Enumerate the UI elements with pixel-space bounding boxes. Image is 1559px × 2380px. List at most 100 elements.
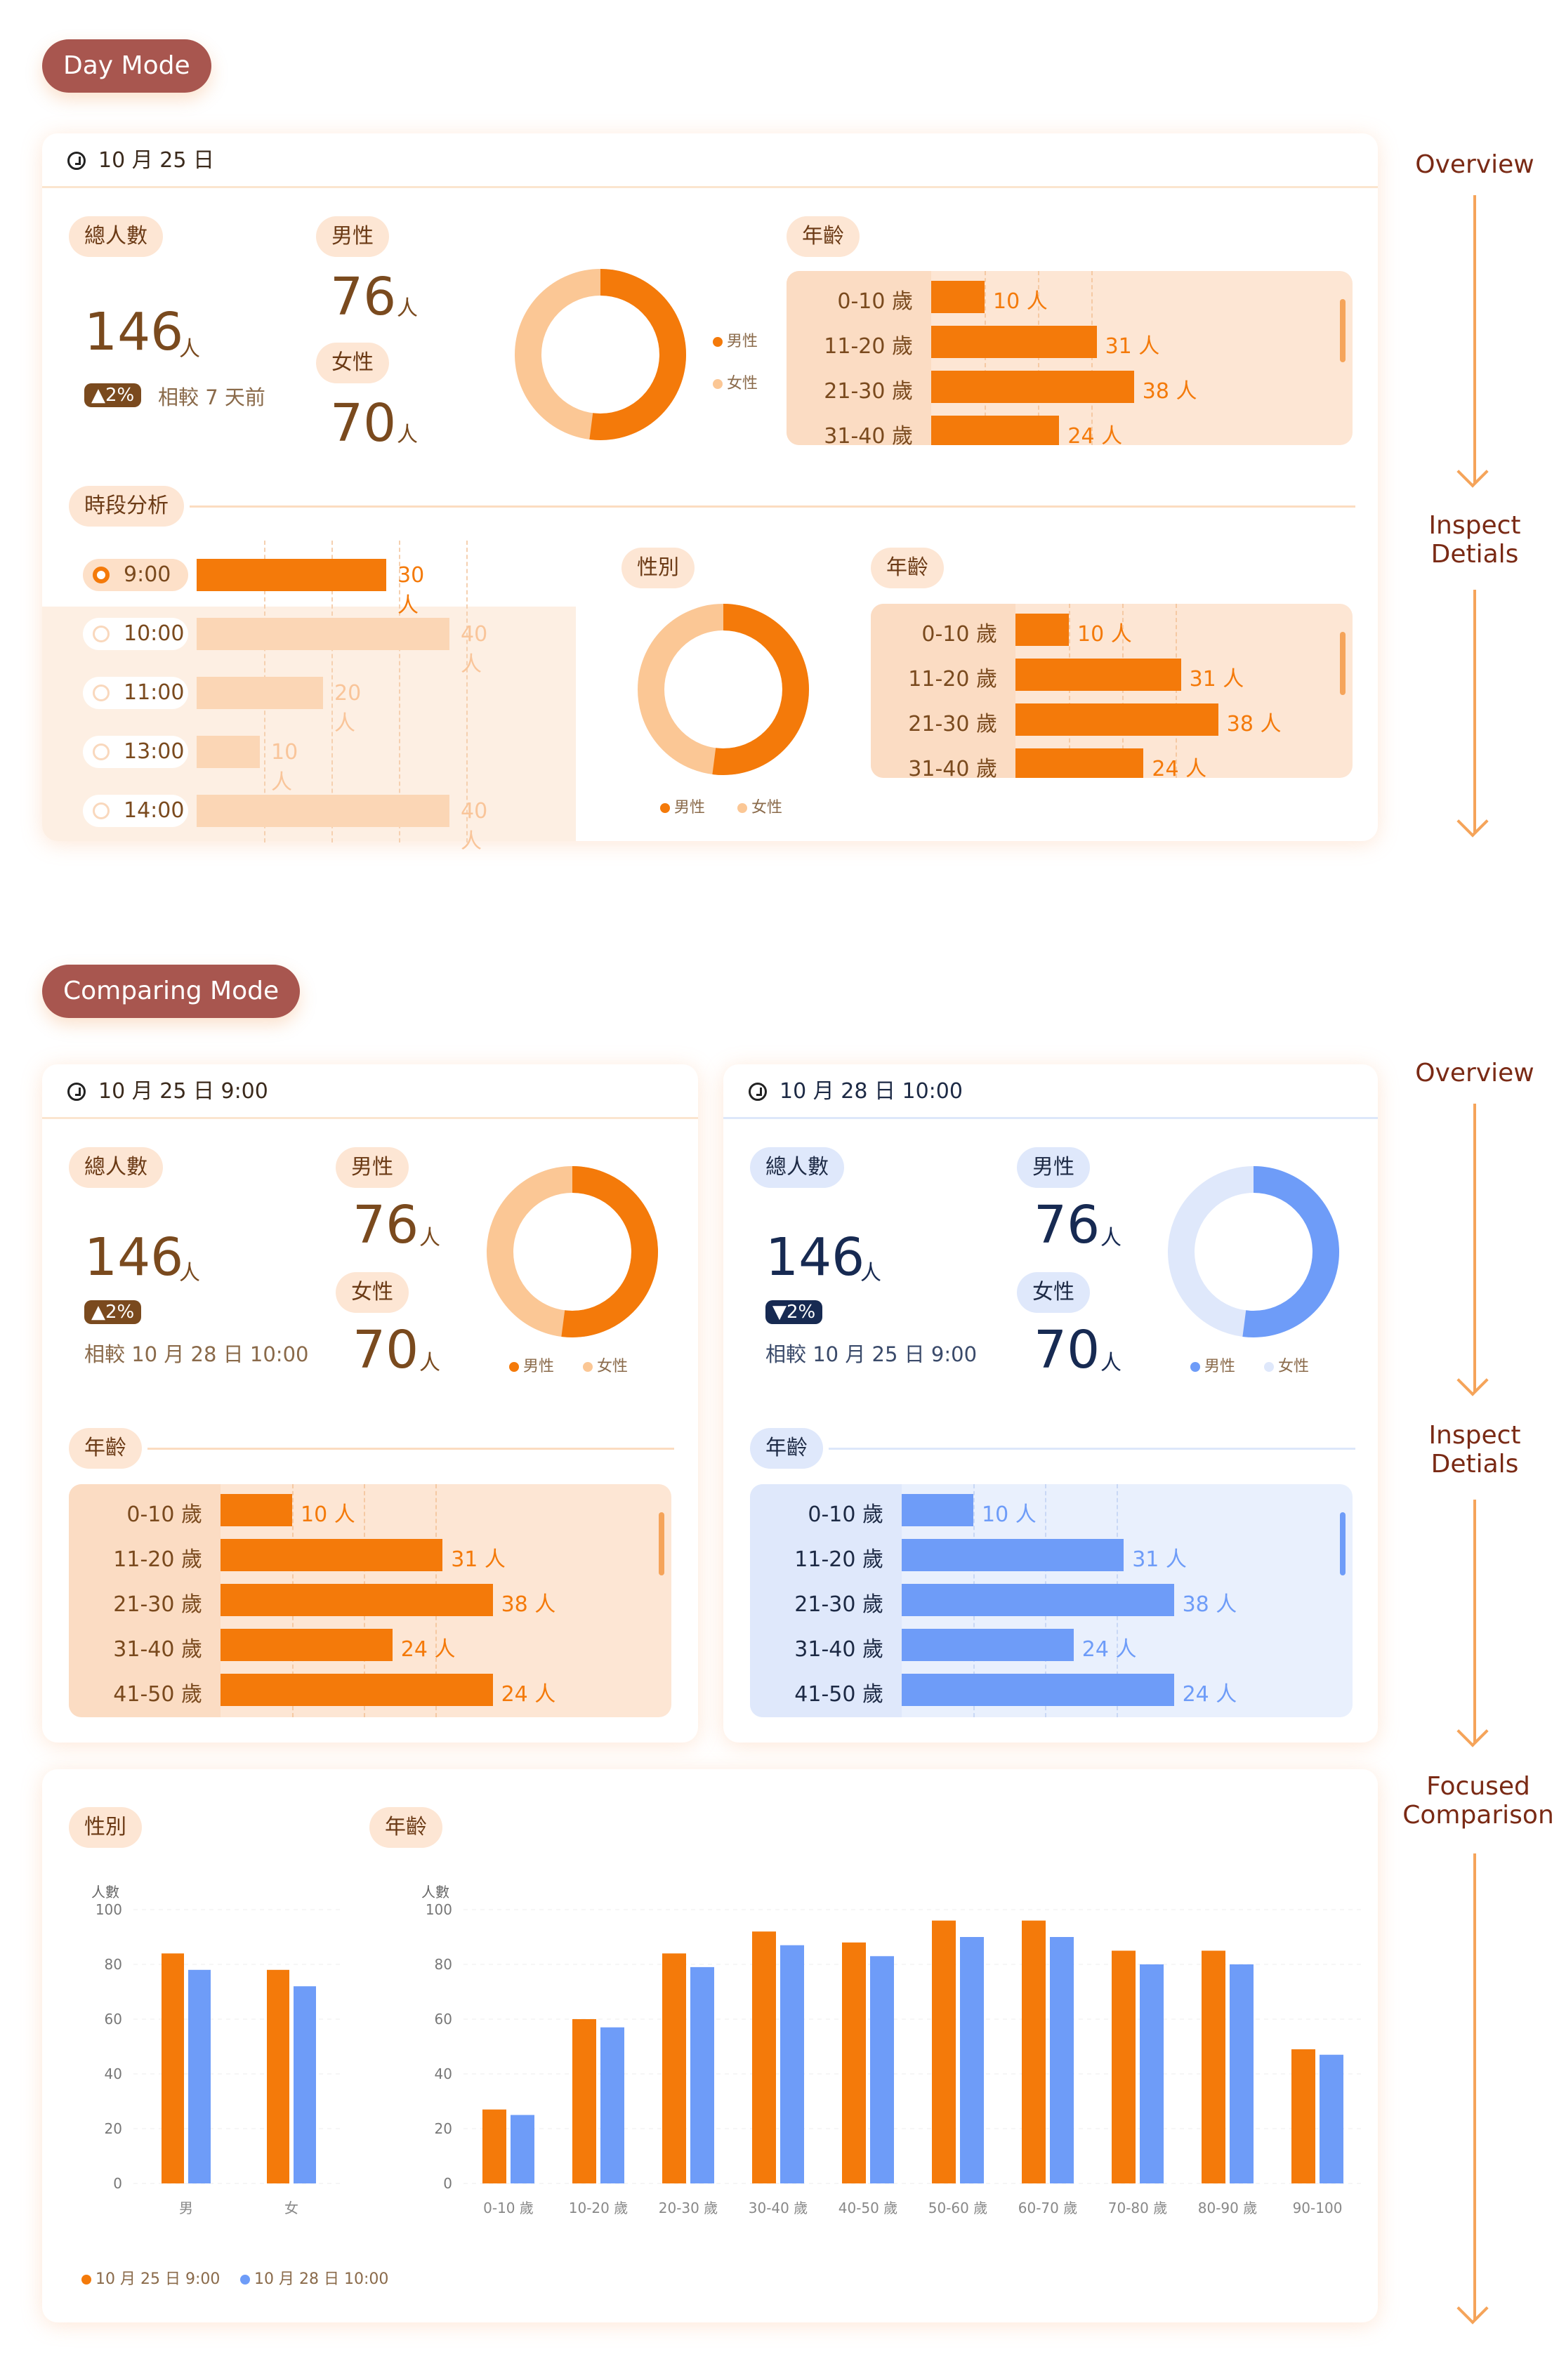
x-tick-label: 80-90 歲 [1198,2200,1257,2216]
age-row-bar [931,326,1097,358]
age-row-bar [902,1539,1124,1571]
age-row-value: 31 人 [1189,667,1244,692]
age-row-value: 38 人 [1226,712,1282,736]
age-row-label: 11-20 歲 [113,1547,202,1572]
time-slot-13:00[interactable]: 13:00 [83,736,188,768]
total-tag: 總人數 [69,216,163,257]
male-value: 76 [1034,1195,1100,1255]
gridline [399,541,400,842]
x-tick-label: 女 [284,2200,298,2216]
age-label-column [69,1484,221,1717]
x-tick-label: 20-30 歲 [659,2200,718,2216]
x-tick-label: 60-70 歲 [1018,2200,1077,2216]
bar-40-50 歲-series-2 [870,1956,894,2183]
clock-icon [749,1083,767,1101]
male-unit: 人 [397,296,418,321]
male-unit: 人 [419,1226,440,1250]
age-row-bar [931,281,985,313]
chart-gender-tag: 性別 [69,1807,142,1848]
y-axis-label: 人數 [91,1884,119,1900]
age-row-label: 31-40 歲 [794,1637,883,1662]
age-row-bar [902,1584,1174,1616]
total-value: 146 [84,302,184,362]
scrollbar[interactable] [659,1512,664,1575]
radio-icon[interactable] [93,743,110,760]
radio-icon[interactable] [93,685,110,701]
arrow-down-icon [1473,590,1476,833]
time-slot-label: 14:00 [124,798,185,823]
time-slot-label: 13:00 [124,739,185,764]
scrollbar[interactable] [1340,632,1346,695]
male-dot-icon [1190,1362,1200,1372]
divider [190,505,1355,508]
scrollbar[interactable] [1340,299,1346,362]
age-tag: 年齡 [69,1428,142,1469]
time-slot-14:00[interactable]: 14:00 [83,795,188,827]
female-value: 70 [353,1320,419,1380]
time-slot-label: 10:00 [124,621,185,646]
age-row-value: 38 人 [1142,379,1197,404]
y-tick-label: 80 [105,1956,122,1973]
age-row-value: 31 人 [1132,1547,1187,1572]
age-row-bar [931,371,1134,403]
x-tick-label: 10-20 歲 [569,2200,628,2216]
day-header: 10 月 25 日 [42,133,1378,188]
age-row-value: 38 人 [1182,1592,1237,1617]
legend-female: 女性 [583,1354,628,1376]
arrow-down-icon [1473,1853,1476,2320]
side-overview-1: Overview [1415,150,1534,179]
radio-icon[interactable] [93,802,110,819]
age-row-label: 11-20 歲 [794,1547,883,1572]
male-dot-icon [713,337,723,347]
arrow-down-icon [1473,1104,1476,1391]
age-row-label: 11-20 歲 [824,334,913,359]
gridline [466,541,468,842]
age-label-column [750,1484,902,1717]
bar-女-series-1 [267,1969,289,2183]
age-row-bar [902,1629,1074,1661]
y-tick-label: 60 [105,2011,122,2028]
age-row-label: 0-10 歲 [921,622,997,647]
age-row-value: 24 人 [1081,1637,1137,1662]
comparing-mode-label: Comparing Mode [42,965,301,1018]
gender-donut [1168,1166,1339,1337]
age-row-bar [931,416,1060,445]
gridline [985,271,986,445]
female-tag: 女性 [1017,1272,1090,1313]
time-slot-11:00[interactable]: 11:00 [83,677,188,709]
age-row-value: 31 人 [1105,334,1160,359]
detail-gender-donut [638,604,809,775]
bar-30-40 歲-series-1 [752,1931,776,2183]
total-value: 146 [765,1227,865,1288]
male-value: 76 [353,1195,419,1255]
legend-male: 男性 [509,1354,554,1376]
time-slot-10:00[interactable]: 10:00 [83,618,188,650]
right-header: 10 月 28 日 10:00 [723,1064,1378,1119]
time-slot-bar [197,795,449,827]
detail-gender-tag: 性別 [621,548,695,588]
age-row-value: 10 人 [993,289,1048,314]
side-inspect-1: Inspect Detials [1428,511,1521,569]
side-overview-2: Overview [1415,1059,1534,1087]
divider [147,1448,674,1450]
side-focused: Focused Comparison [1402,1772,1554,1830]
female-dot-icon [1264,1362,1274,1372]
total-tag: 總人數 [69,1147,163,1188]
radio-icon[interactable] [93,626,110,642]
age-row-value: 24 人 [1152,757,1207,778]
female-unit: 人 [1100,1351,1121,1375]
x-tick-label: 30-40 歲 [749,2200,808,2216]
bar-60-70 歲-series-1 [1022,1920,1046,2183]
bar-50-60 歲-series-1 [932,1920,956,2183]
left-header: 10 月 25 日 9:00 [42,1064,698,1119]
time-slot-value: 20 人 [334,681,362,736]
compare-text: 相較 10 月 28 日 10:00 [84,1342,309,1366]
age-row-bar [221,1494,292,1526]
age-row-bar [1015,703,1218,736]
scrollbar[interactable] [1340,1512,1346,1575]
chart-age-tag: 年齡 [369,1807,442,1848]
time-slot-9:00[interactable]: 9:00 [83,559,188,591]
female-value: 70 [330,393,397,454]
detail-age-breakdown: 0-10 歲 10 人 11-20 歲 31 人 21-30 歲 38 人 31-40 歲 2… [871,604,1353,778]
radio-icon[interactable] [93,567,110,583]
